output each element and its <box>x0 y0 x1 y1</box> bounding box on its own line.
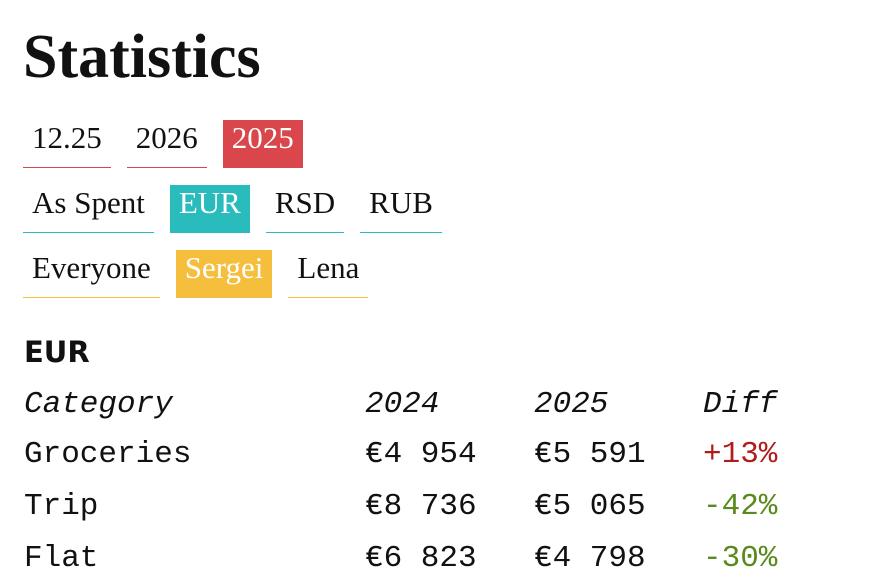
column-header: 2025 <box>534 386 609 422</box>
page-title: Statistics <box>23 23 261 91</box>
table-cell: €6 823 <box>365 540 477 576</box>
section-title: EUR <box>24 335 90 369</box>
table-cell: Flat <box>24 540 99 576</box>
filter-tab[interactable]: Sergei <box>175 250 273 298</box>
table-cell: Groceries <box>24 436 192 472</box>
filter-tab[interactable]: 2025 <box>222 120 303 168</box>
table-row: Flat €6 823 €4 798 -30% <box>24 532 777 584</box>
filter-row: As Spent EUR RSD RUB <box>23 185 442 233</box>
table-cell: €4 798 <box>534 540 646 576</box>
filter-row: Everyone Sergei Lena <box>23 250 369 298</box>
table-cell: -42% <box>703 488 778 524</box>
filter-row: 12.25 2026 2025 <box>23 120 303 168</box>
table-cell: €5 065 <box>534 488 646 524</box>
column-header: Category <box>24 386 173 422</box>
table-cell: €5 591 <box>534 436 646 472</box>
table-cell: €8 736 <box>365 488 477 524</box>
filter-tab[interactable]: Everyone <box>23 250 160 298</box>
filter-tab[interactable]: RUB <box>360 185 442 233</box>
table-row: Groceries €4 954 €5 591 +13% <box>24 428 777 480</box>
table-row: Trip €8 736 €5 065 -42% <box>24 480 777 532</box>
filter-tab[interactable]: As Spent <box>23 185 154 233</box>
filter-tab[interactable]: Lena <box>288 250 369 298</box>
column-header: 2024 <box>365 386 440 422</box>
table-cell: €4 954 <box>365 436 477 472</box>
filter-tab[interactable]: EUR <box>169 185 250 233</box>
table-cell: -30% <box>703 540 778 576</box>
table-cell: Trip <box>24 488 99 524</box>
filter-tab[interactable]: 12.25 <box>23 120 111 168</box>
table-cell: +13% <box>703 436 778 472</box>
filter-tab[interactable]: RSD <box>265 185 345 233</box>
column-header: Diff <box>703 386 778 422</box>
header-row: Category 2024 2025 Diff <box>24 380 777 428</box>
filter-tab[interactable]: 2026 <box>126 120 207 168</box>
stats-table: Category 2024 2025 Diff Groceries €4 954 €5 5… <box>24 380 777 584</box>
table-body: Groceries €4 954 €5 591 +13% Trip €8 736 €5 06… <box>24 428 777 584</box>
